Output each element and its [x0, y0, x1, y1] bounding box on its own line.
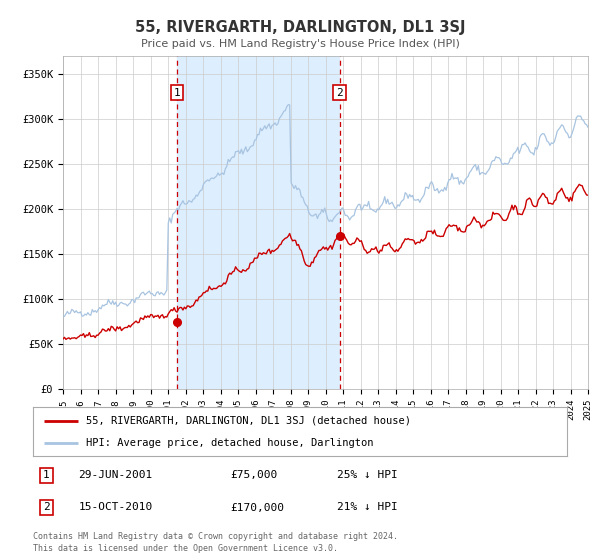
Text: Contains HM Land Registry data © Crown copyright and database right 2024.: Contains HM Land Registry data © Crown c…	[33, 532, 398, 541]
Text: 21% ↓ HPI: 21% ↓ HPI	[337, 502, 398, 512]
Text: 29-JUN-2001: 29-JUN-2001	[79, 470, 152, 480]
Text: £75,000: £75,000	[230, 470, 278, 480]
Text: Price paid vs. HM Land Registry's House Price Index (HPI): Price paid vs. HM Land Registry's House …	[140, 39, 460, 49]
Text: 55, RIVERGARTH, DARLINGTON, DL1 3SJ (detached house): 55, RIVERGARTH, DARLINGTON, DL1 3SJ (det…	[86, 416, 412, 426]
Text: This data is licensed under the Open Government Licence v3.0.: This data is licensed under the Open Gov…	[33, 544, 338, 553]
Text: 15-OCT-2010: 15-OCT-2010	[79, 502, 152, 512]
Text: HPI: Average price, detached house, Darlington: HPI: Average price, detached house, Darl…	[86, 437, 374, 447]
Text: £170,000: £170,000	[230, 502, 284, 512]
Text: 1: 1	[173, 88, 180, 97]
Text: 2: 2	[43, 502, 50, 512]
Text: 55, RIVERGARTH, DARLINGTON, DL1 3SJ: 55, RIVERGARTH, DARLINGTON, DL1 3SJ	[135, 20, 465, 35]
Text: 2: 2	[336, 88, 343, 97]
Text: 25% ↓ HPI: 25% ↓ HPI	[337, 470, 398, 480]
Bar	[177, 56, 340, 389]
Text: 1: 1	[43, 470, 50, 480]
